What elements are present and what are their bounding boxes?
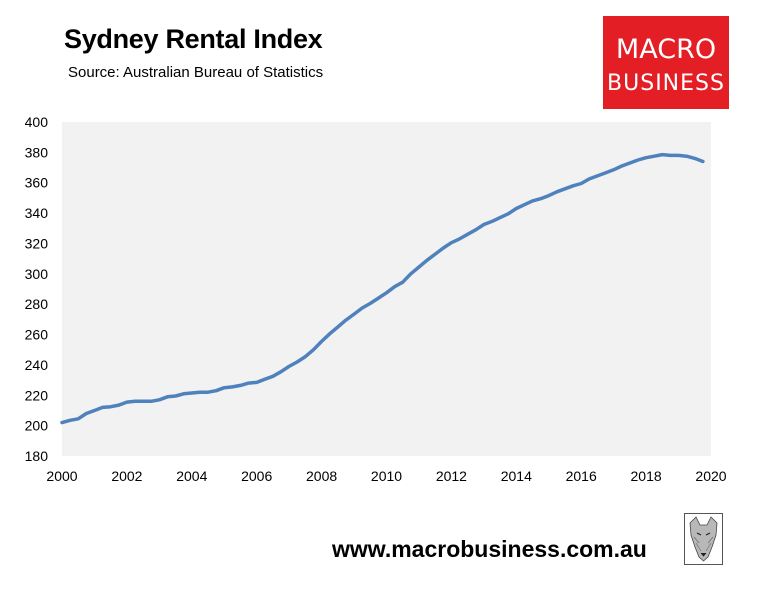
chart-title: Sydney Rental Index: [64, 24, 323, 54]
y-tick-label: 380: [25, 144, 49, 160]
y-tick-label: 200: [25, 418, 49, 434]
logo-line-macro: MACRO: [615, 34, 717, 65]
x-tick-label: 2014: [501, 468, 532, 484]
y-tick-label: 220: [25, 387, 49, 403]
y-tick-label: 260: [25, 327, 49, 343]
x-tick-label: 2006: [241, 468, 272, 484]
x-tick-label: 2004: [176, 468, 207, 484]
x-tick-label: 2020: [695, 468, 726, 484]
footer-url: www.macrobusiness.com.au: [332, 536, 647, 562]
y-tick-label: 280: [25, 296, 49, 312]
x-axis-ticks: 2000 2002 2004 2006 2008 2010 2012 2014 2016 2018…: [46, 468, 726, 484]
y-tick-label: 180: [25, 448, 49, 464]
series-line-rental-index: [60, 152, 705, 425]
y-tick-label: 400: [25, 114, 49, 130]
y-tick-label: 320: [25, 235, 49, 251]
y-tick-label: 360: [25, 175, 49, 191]
x-tick-label: 2016: [566, 468, 597, 484]
line-chart: 180 200 220 240 260 280 300 320 340 360 380 400 200…: [25, 114, 727, 484]
x-tick-label: 2002: [111, 468, 142, 484]
y-tick-label: 300: [25, 266, 49, 282]
x-tick-label: 2010: [371, 468, 402, 484]
plot-area: [62, 122, 711, 456]
x-tick-label: 2008: [306, 468, 337, 484]
y-tick-label: 340: [25, 205, 49, 221]
y-tick-label: 240: [25, 357, 49, 373]
y-axis-ticks: 180 200 220 240 260 280 300 320 340 360 380 400: [25, 114, 49, 464]
logo-line-business: BUSINESS: [607, 71, 725, 96]
macrobusiness-logo: MACRO BUSINESS: [603, 16, 729, 109]
x-tick-label: 2018: [631, 468, 662, 484]
x-tick-label: 2000: [46, 468, 77, 484]
wolf-icon: [684, 513, 723, 565]
chart-subtitle: Source: Australian Bureau of Statistics: [68, 64, 324, 81]
x-tick-label: 2012: [436, 468, 467, 484]
